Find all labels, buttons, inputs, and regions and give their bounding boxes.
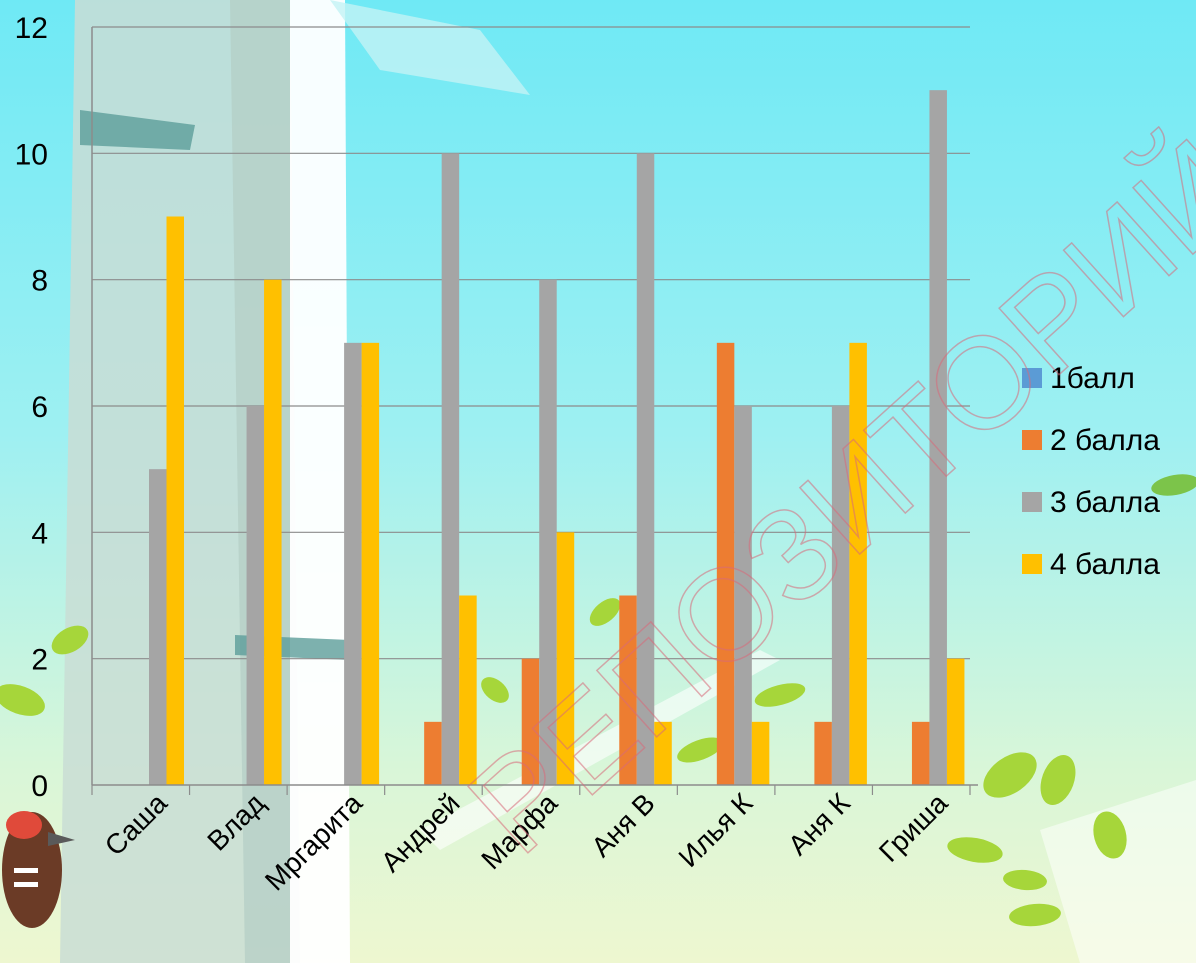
bar-2 [814, 721, 832, 785]
leaf-icon [0, 684, 45, 716]
y-tick-label: 4 [31, 517, 48, 550]
bar-4 [361, 342, 380, 785]
bar-3 [929, 90, 947, 785]
bar-4 [849, 342, 867, 785]
leaf-icon [754, 683, 806, 707]
legend-swatch [1022, 368, 1042, 388]
x-category-label: Мргарита [259, 787, 368, 896]
branch-top [80, 110, 195, 150]
bar-4 [166, 216, 184, 785]
y-tick-label: 8 [31, 265, 48, 298]
legend-label: 1балл [1050, 362, 1135, 395]
bar-3 [344, 342, 362, 785]
bar-4 [751, 721, 770, 785]
x-category-label: Андрей [375, 787, 466, 878]
x-category-label: Илья К [673, 787, 759, 873]
y-tick-label: 2 [31, 644, 48, 677]
leaf-icon [983, 752, 1037, 798]
legend-swatch [1022, 492, 1042, 512]
x-axis-ticks [91, 785, 971, 795]
x-category-label: Аня К [782, 787, 856, 861]
bar-3 [441, 153, 460, 786]
leaf-icon [1003, 869, 1047, 891]
leaf-icon [947, 837, 1003, 863]
birch-trunk-right [1040, 780, 1196, 963]
x-category-label: Гриша [873, 787, 954, 868]
woodpecker-icon [2, 811, 75, 928]
bar-4 [556, 532, 575, 785]
glass-shard [330, 0, 530, 95]
legend-swatch [1022, 554, 1042, 574]
bar-2 [521, 658, 540, 785]
bar-3 [539, 279, 557, 785]
y-tick-label: 0 [31, 770, 48, 803]
bar-3 [831, 406, 850, 785]
y-tick-label: 10 [15, 138, 48, 171]
leaf-icon [1040, 754, 1076, 806]
bar-2 [716, 342, 735, 785]
leaf-icon [1009, 903, 1061, 927]
bar-3 [734, 406, 752, 785]
leaf-icon [589, 598, 621, 626]
bar-3 [636, 153, 655, 786]
leaf-icon [1093, 811, 1127, 859]
bar-2 [619, 595, 637, 785]
bar-2 [911, 721, 930, 785]
y-axis-tick-labels: 0 2 4 6 8 10 12 [15, 12, 48, 803]
diagonal-branch [420, 650, 780, 850]
legend-label: 2 балла [1050, 424, 1160, 457]
x-category-label: Влад [201, 787, 270, 856]
legend-label: 3 балла [1050, 486, 1160, 519]
bar-3 [246, 406, 265, 785]
bars [149, 90, 965, 786]
x-category-label: Саша [99, 787, 174, 862]
bar-4 [654, 721, 672, 785]
y-tick-label: 6 [31, 391, 48, 424]
bar-2 [424, 721, 442, 785]
bar-4 [946, 658, 965, 785]
legend-swatch [1022, 430, 1042, 450]
leaf-icon [51, 625, 89, 655]
bar-4 [264, 279, 282, 785]
leaf-icon [1151, 474, 1196, 496]
bar-4 [459, 595, 477, 785]
legend: 1балл 2 балла 3 балла 4 балла [1022, 362, 1160, 581]
y-tick-label: 12 [15, 12, 48, 45]
birch-trunk-white [290, 0, 350, 963]
leaf-icon [481, 677, 509, 703]
leaf-icon [677, 737, 723, 763]
legend-label: 4 балла [1050, 548, 1160, 581]
bar-3 [149, 469, 167, 785]
